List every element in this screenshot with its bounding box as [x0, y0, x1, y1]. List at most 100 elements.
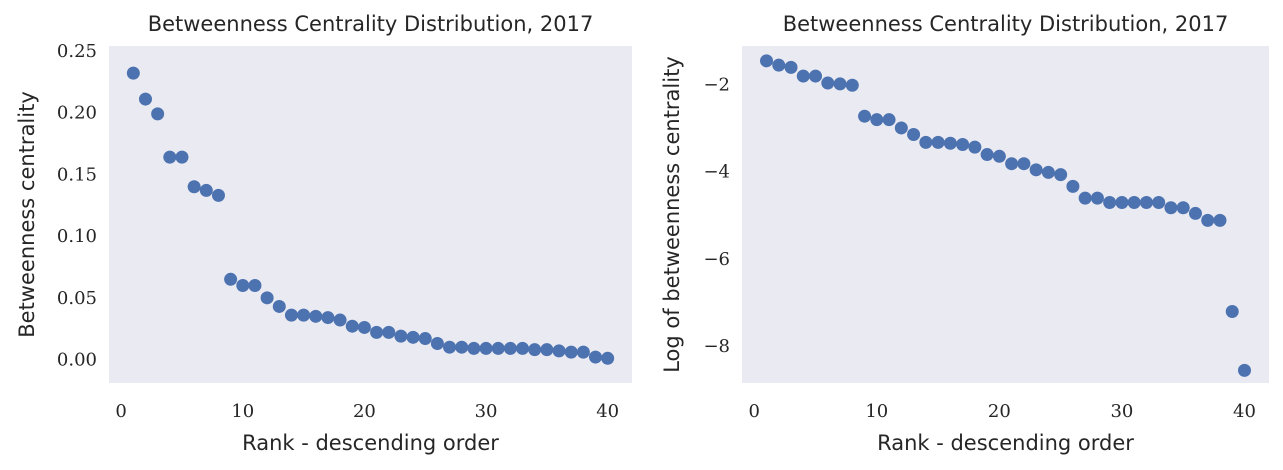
data-point [236, 278, 250, 292]
y-tick-label: −6 [703, 249, 730, 270]
right-x-ticks: 0 10 20 30 40 [749, 401, 1256, 422]
data-point [1201, 213, 1215, 227]
left-y-axis-label: Betweenness centrality [15, 91, 39, 338]
data-point [126, 66, 140, 80]
data-point [1213, 213, 1227, 227]
y-tick-label: 0.15 [57, 164, 97, 185]
data-point [956, 138, 970, 152]
data-point [772, 58, 786, 72]
left-y-ticks: 0.00 0.05 0.10 0.15 0.20 0.25 [57, 41, 97, 371]
data-point [1005, 157, 1019, 171]
data-point [589, 350, 603, 364]
x-tick-label: 10 [231, 401, 254, 422]
x-tick-label: 10 [865, 401, 888, 422]
data-point [1078, 191, 1092, 205]
data-point [1054, 168, 1068, 182]
x-tick-label: 0 [749, 401, 760, 422]
data-point [845, 78, 859, 92]
data-point [894, 121, 908, 135]
data-point [528, 343, 542, 357]
data-point [1127, 196, 1141, 210]
data-point [199, 183, 213, 197]
y-tick-label: 0.25 [57, 41, 97, 62]
left-x-axis-label: Rank - descending order [242, 431, 499, 455]
left-points [126, 66, 615, 365]
data-point [1164, 201, 1178, 215]
data-point [151, 107, 165, 121]
data-point [1152, 196, 1166, 210]
x-tick-label: 30 [475, 401, 498, 422]
data-point [491, 341, 505, 355]
data-point [224, 272, 238, 286]
data-point [443, 340, 457, 354]
data-point [992, 149, 1006, 163]
data-point [516, 341, 530, 355]
data-point [1176, 201, 1190, 215]
data-point [1017, 157, 1031, 171]
x-tick-label: 40 [1233, 401, 1256, 422]
data-point [138, 92, 152, 106]
data-point [418, 332, 432, 346]
right-x-axis-label: Rank - descending order [877, 431, 1134, 455]
x-tick-label: 40 [596, 401, 619, 422]
data-point [576, 345, 590, 359]
left-chart-title: Betweenness Centrality Distribution, 201… [148, 12, 594, 36]
x-tick-label: 30 [1110, 401, 1133, 422]
y-tick-label: 0.05 [57, 288, 97, 309]
data-point [833, 77, 847, 91]
data-point [907, 128, 921, 142]
data-point [370, 325, 384, 339]
data-point [479, 341, 493, 355]
data-point [870, 113, 884, 127]
right-plot-area [742, 46, 1269, 383]
data-point [552, 344, 566, 358]
data-point [882, 113, 896, 127]
data-point [163, 150, 177, 164]
left-x-ticks: 0 10 20 30 40 [115, 401, 619, 422]
data-point [284, 308, 298, 322]
data-point [211, 188, 225, 202]
data-point [821, 76, 835, 90]
data-point [809, 69, 823, 83]
data-point [968, 140, 982, 154]
x-tick-label: 20 [353, 401, 376, 422]
x-tick-label: 20 [988, 401, 1011, 422]
data-point [467, 341, 481, 355]
data-point [1029, 163, 1043, 177]
y-tick-label: −8 [703, 336, 730, 357]
data-point [931, 135, 945, 149]
data-point [406, 330, 420, 344]
data-point [455, 340, 469, 354]
data-point [1115, 196, 1129, 210]
data-point [175, 150, 189, 164]
data-point [1237, 363, 1251, 377]
data-point [430, 336, 444, 350]
data-point [503, 341, 517, 355]
y-tick-label: 0.00 [57, 350, 97, 371]
data-point [357, 320, 371, 334]
data-point [1188, 206, 1202, 220]
data-point [784, 60, 798, 74]
data-point [858, 109, 872, 123]
y-tick-label: 0.10 [57, 226, 97, 247]
x-tick-label: 0 [115, 401, 126, 422]
data-point [248, 278, 262, 292]
data-point [980, 148, 994, 162]
data-point [260, 291, 274, 305]
data-point [760, 54, 774, 68]
data-point [943, 136, 957, 150]
right-chart-panel: Betweenness Centrality Distribution, 201… [660, 12, 1269, 455]
data-point [1225, 305, 1239, 319]
data-point [394, 329, 408, 343]
data-point [1066, 179, 1080, 193]
data-point [540, 343, 554, 357]
data-point [333, 313, 347, 327]
data-point [919, 135, 933, 149]
right-y-ticks: −8 −6 −4 −2 [703, 74, 730, 357]
data-point [272, 299, 286, 313]
right-chart-title: Betweenness Centrality Distribution, 201… [783, 12, 1229, 36]
y-tick-label: 0.20 [57, 103, 97, 124]
y-tick-label: −4 [703, 162, 730, 183]
data-point [1103, 196, 1117, 210]
y-tick-label: −2 [703, 74, 730, 95]
